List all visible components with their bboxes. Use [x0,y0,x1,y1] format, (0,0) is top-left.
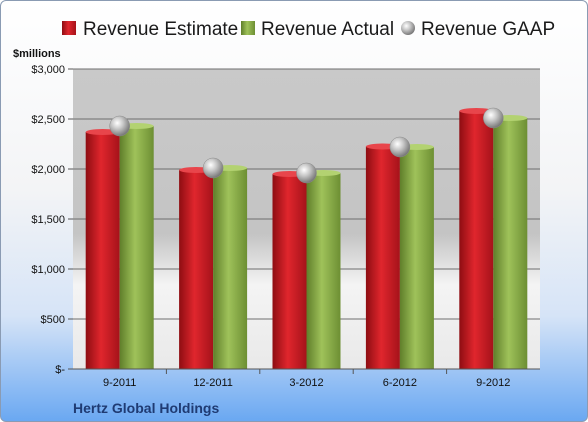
legend-swatch-estimate [62,21,76,35]
y-tick-label: $2,000 [31,164,65,176]
x-tick-label: 3-2012 [289,377,323,389]
bar-revenue-actual [119,126,154,369]
marker-revenue-gaap [389,136,411,158]
y-tick-label: $500 [41,314,65,326]
y-axis-ticks: $- $500 $1,000 $1,500 $2,000 $2,500 $3,000 [31,64,73,376]
y-axis-unit-label: $millions [13,48,61,60]
x-tick-label: 6-2012 [383,377,417,389]
marker-revenue-gaap [483,107,504,129]
y-tick-label: $1,500 [31,214,65,226]
bar-revenue-actual [399,147,434,369]
legend-swatch-actual [241,21,255,35]
legend-label-actual: Revenue Actual [261,19,394,40]
y-tick-label: $- [55,364,65,376]
bar-revenue-estimate [179,170,214,369]
legend: Revenue Estimate Revenue Actual Revenue … [62,19,555,40]
bar-revenue-actual [493,118,528,369]
company-name: Hertz Global Holdings [73,400,219,416]
x-tick-label: 9-2011 [103,377,136,389]
legend-swatch-gaap [401,21,415,35]
bar-revenue-actual [306,173,341,369]
bar-revenue-estimate [365,146,400,369]
marker-revenue-gaap [296,162,317,184]
x-tick-label: 12-2011 [193,377,233,389]
legend-label-gaap: Revenue GAAP [421,19,555,40]
x-tick-label: 9-2012 [476,377,510,389]
y-tick-label: $2,500 [31,114,65,126]
marker-revenue-gaap [109,115,130,137]
y-tick-label: $3,000 [31,64,65,76]
gaap-markers [109,107,504,184]
y-tick-label: $1,000 [31,264,65,276]
bar-revenue-estimate [459,111,494,369]
legend-label-estimate: Revenue Estimate [83,19,238,40]
marker-revenue-gaap [202,157,224,179]
bar-revenue-actual [213,168,248,369]
x-axis-ticks: 9-2011 12-2011 3-2012 6-2012 9-2012 [103,369,510,389]
bar-revenue-estimate [272,174,307,369]
bar-revenue-estimate [85,132,120,369]
bars [85,108,528,369]
